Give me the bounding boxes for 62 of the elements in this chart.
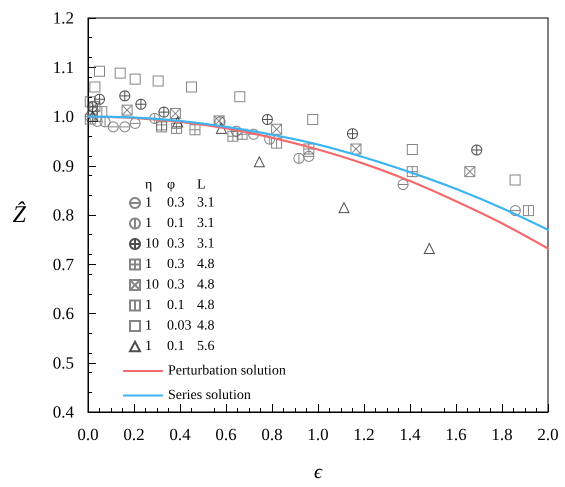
legend-label: 1 0.3 3.1 <box>145 196 214 210</box>
y-tick-label: 1.0 <box>52 107 74 126</box>
point <box>262 114 273 125</box>
point <box>293 152 304 164</box>
point <box>170 108 181 120</box>
x-tick-label: 1.8 <box>491 425 513 444</box>
y-tick-label: 1.1 <box>52 58 74 77</box>
legend-label: 1 0.1 5.6 <box>145 339 214 354</box>
point <box>130 74 141 85</box>
y-tick-label: 0.9 <box>52 156 74 176</box>
point <box>135 98 146 110</box>
x-tick-label: 1.0 <box>307 425 329 444</box>
point <box>84 96 96 108</box>
legend-label: 1 0.03 4.8 <box>145 318 214 334</box>
legend-label: Perturbation solution <box>168 364 286 378</box>
y-tick-label: 0.7 <box>52 254 74 274</box>
x-tick-label: 0.2 <box>123 425 145 444</box>
point <box>350 144 362 155</box>
x-tick-label: 1.6 <box>445 425 467 444</box>
point <box>464 166 476 178</box>
y-axis-title: Ẑ <box>12 201 27 228</box>
point <box>254 156 265 168</box>
point <box>398 178 409 190</box>
point <box>338 202 350 214</box>
point <box>189 124 200 136</box>
point <box>171 122 182 134</box>
point <box>227 130 238 142</box>
point <box>119 90 130 102</box>
point <box>510 205 521 216</box>
point <box>406 166 418 178</box>
point <box>119 121 130 132</box>
x-tick-label: 0.8 <box>261 425 283 444</box>
point <box>158 106 170 118</box>
point <box>114 68 126 79</box>
point <box>108 121 119 132</box>
point <box>347 128 358 140</box>
x-tick-label: 0.0 <box>77 425 99 444</box>
point <box>471 144 482 156</box>
y-tick-label: 1.2 <box>52 8 74 28</box>
point <box>424 242 435 254</box>
text: η φ L <box>145 178 206 192</box>
x-tick-label: 0.4 <box>169 425 192 444</box>
legend-label: 10 0.3 3.1 <box>145 236 214 252</box>
y-tick-label: 0.5 <box>52 353 74 372</box>
x-tick-label: 1.2 <box>353 425 375 444</box>
x-tick-label: 2.0 <box>537 425 559 444</box>
y-tick-label: 0.6 <box>52 304 74 323</box>
y-tick-label: 0.8 <box>52 206 74 224</box>
x-axis-title: ϵ <box>314 461 323 483</box>
point <box>234 91 246 102</box>
point <box>122 104 133 116</box>
legend-label: 1 0.3 4.8 <box>145 257 214 272</box>
legend-label: 10 0.3 4.8 <box>145 278 214 292</box>
legend-label: Series solution <box>168 388 251 403</box>
legend-label: 1 0.1 3.1 <box>145 216 214 231</box>
x-tick-label: 0.6 <box>215 425 237 444</box>
y-tick-label: 0.4 <box>52 402 74 422</box>
legend-label: 1 0.1 4.8 <box>145 298 214 313</box>
point <box>94 94 105 105</box>
point <box>522 205 534 216</box>
x-tick-label: 1.4 <box>399 425 422 444</box>
point <box>271 138 282 149</box>
